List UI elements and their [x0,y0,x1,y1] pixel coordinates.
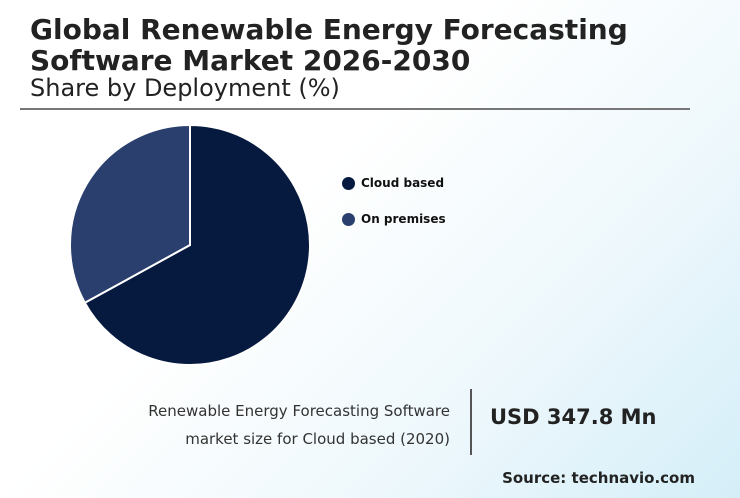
legend-item-on-premises: On premises [342,210,446,228]
chart-title: Global Renewable Energy Forecasting Soft… [30,13,628,77]
chart-subtitle: Share by Deployment (%) [30,74,340,102]
legend-swatch-on-premises [342,212,355,226]
legend-label: On premises [361,212,446,226]
caption-divider [470,389,472,455]
legend: Cloud based On premises [342,174,446,246]
market-size-caption: Renewable Energy Forecasting Software ma… [90,397,450,453]
legend-item-cloud-based: Cloud based [342,174,446,192]
pie-slice-cloud-based [83,123,311,366]
legend-label: Cloud based [361,176,445,190]
caption-line-2: market size for Cloud based (2020) [185,430,450,448]
caption-line-1: Renewable Energy Forecasting Software [148,402,450,420]
market-size-value: USD 347.8 Mn [490,405,657,429]
legend-swatch-cloud-based [342,176,355,190]
source-credit: Source: technavio.com [502,469,695,487]
header-divider [20,108,690,110]
pie-slice-on-premises [69,123,191,305]
